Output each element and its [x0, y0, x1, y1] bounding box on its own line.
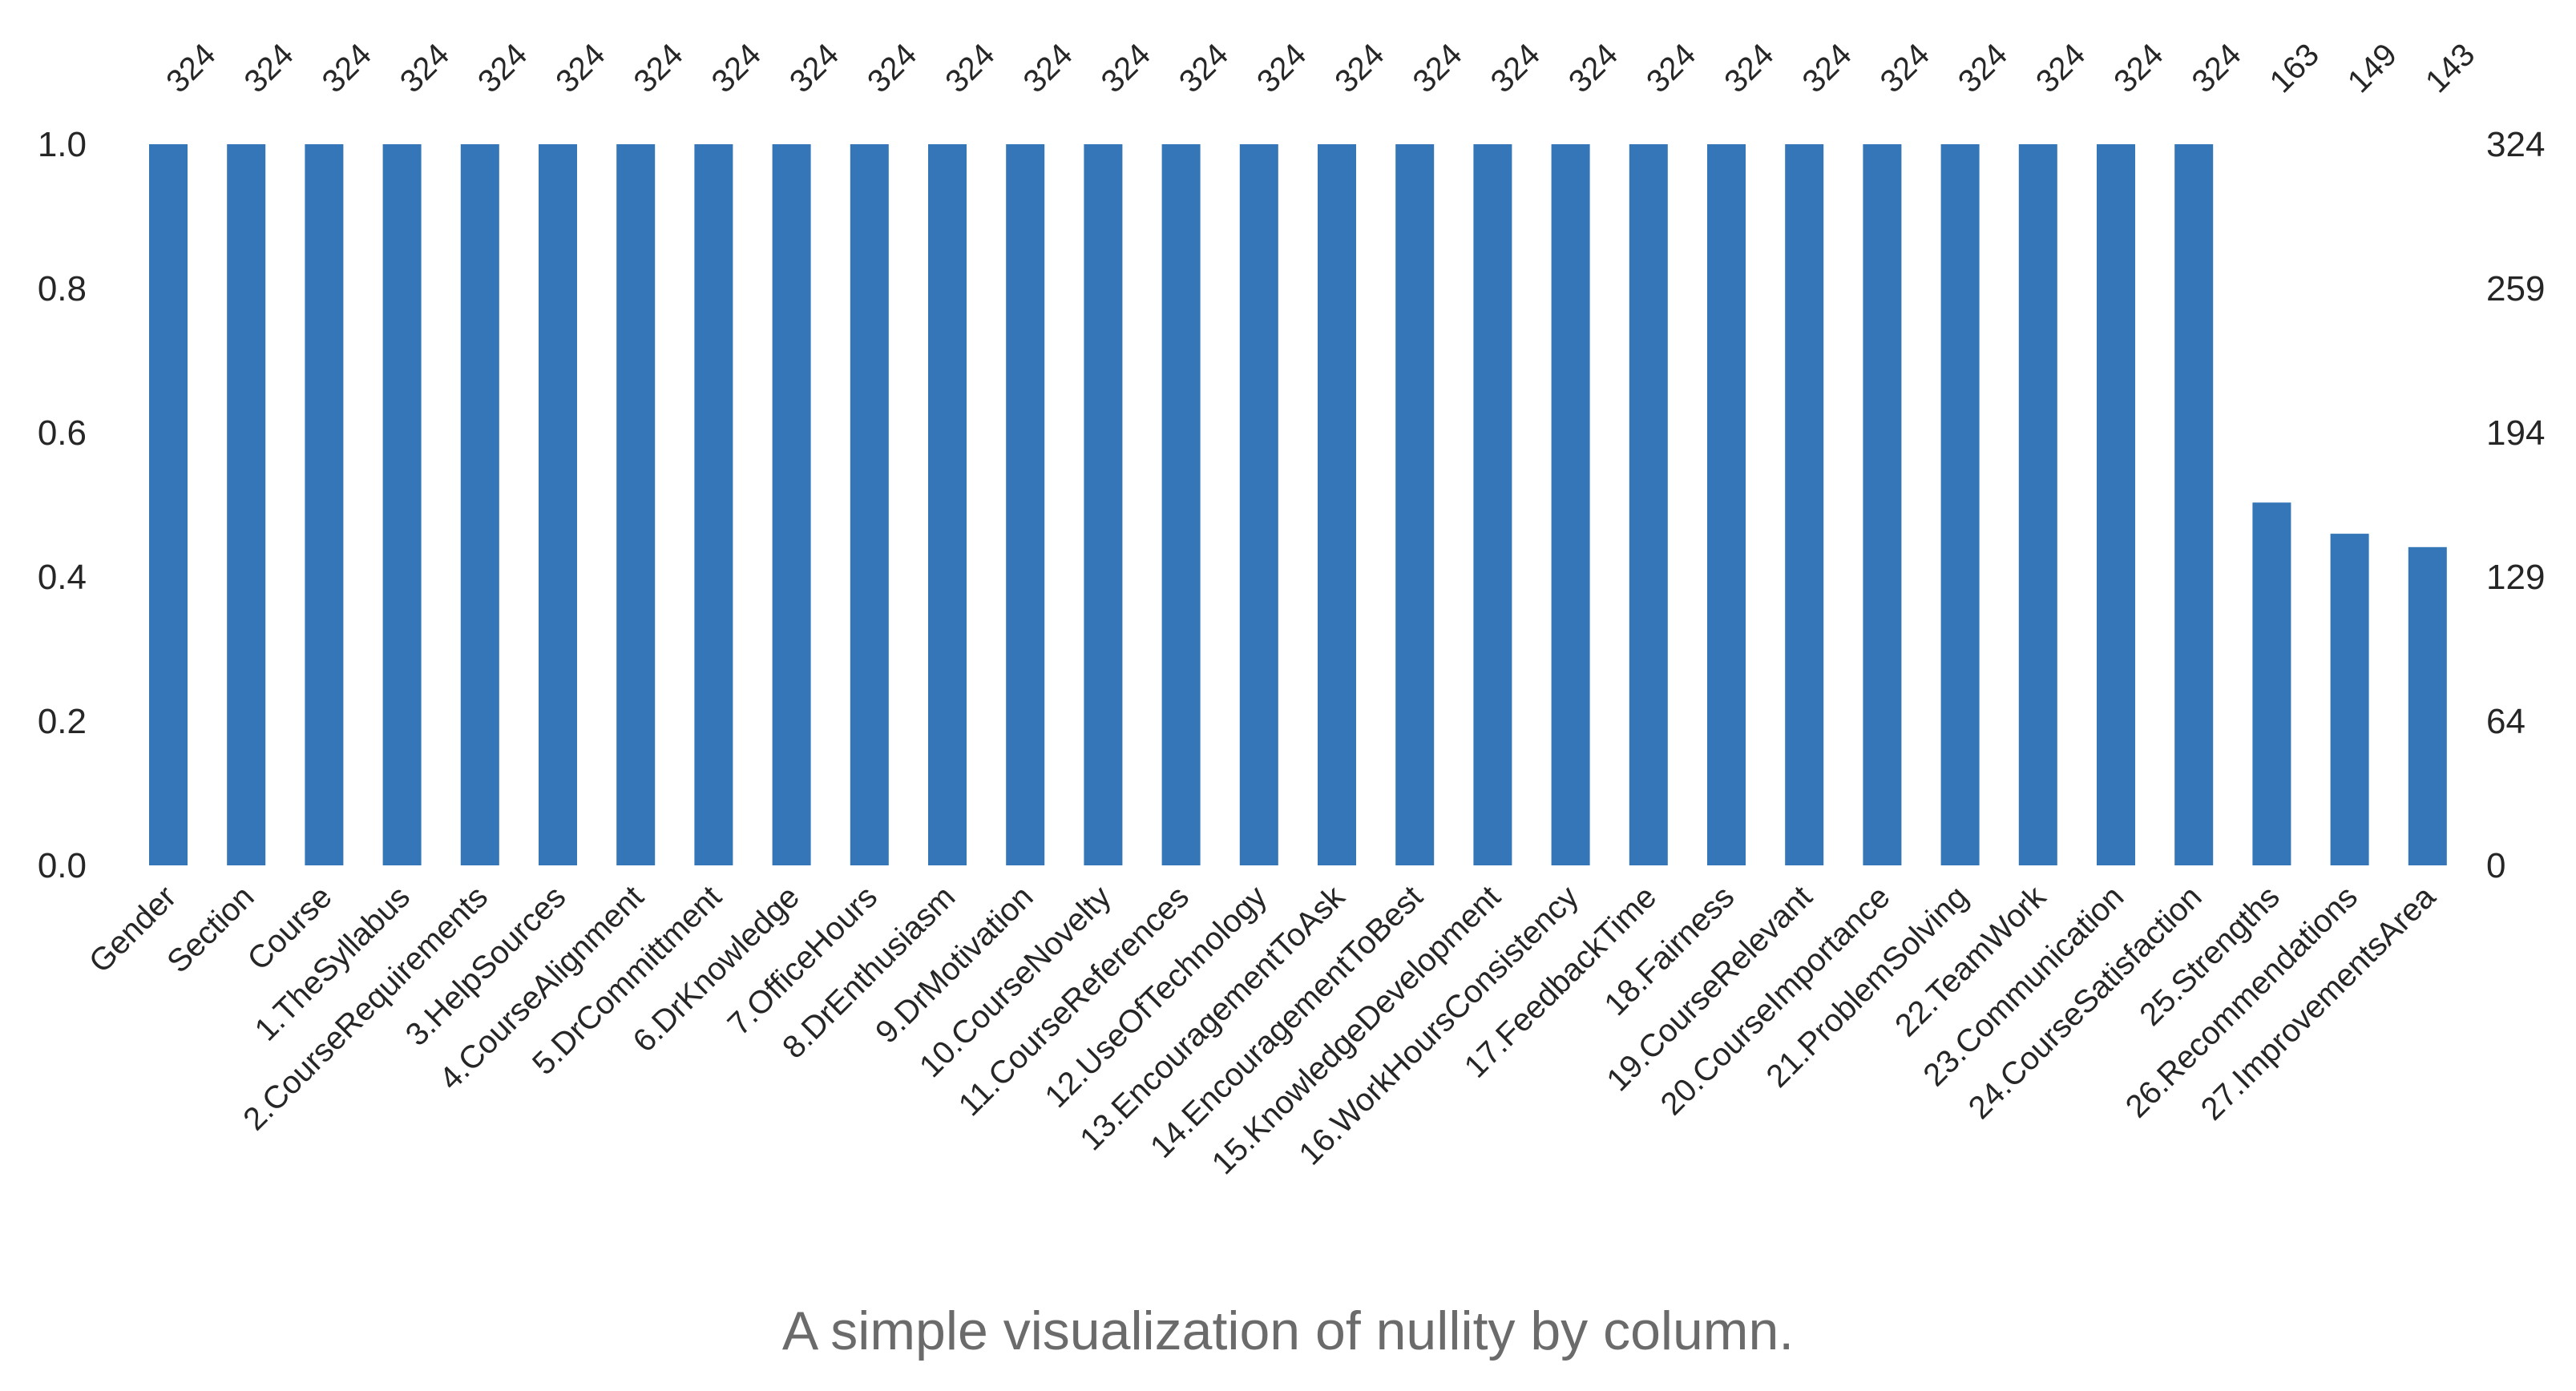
category-label-1: Gender	[83, 879, 183, 979]
right-tick-label: 64	[2486, 702, 2526, 741]
count-label-30: 143	[2419, 37, 2481, 99]
bar-11	[928, 144, 967, 865]
category-labels: GenderSectionCourse1.TheSyllabus2.Course…	[83, 879, 2443, 1182]
count-label-6: 324	[549, 37, 612, 99]
bar-13	[1084, 144, 1123, 865]
left-tick-label: 1.0	[38, 125, 87, 164]
count-label-8: 324	[705, 37, 768, 99]
category-label-2: Section	[160, 879, 260, 979]
right-tick-label: 129	[2486, 558, 2545, 597]
count-label-5: 324	[471, 37, 534, 99]
bar-1	[149, 144, 188, 865]
bar-20	[1629, 144, 1668, 865]
count-label-24: 324	[1952, 37, 2014, 99]
right-tick-label: 259	[2486, 269, 2545, 308]
count-label-15: 324	[1250, 37, 1313, 99]
bar-27	[2174, 144, 2214, 865]
count-label-12: 324	[1016, 37, 1079, 99]
count-label-29: 149	[2341, 37, 2404, 99]
bar-18	[1473, 144, 1512, 865]
count-label-18: 324	[1484, 37, 1547, 99]
bars	[149, 144, 2447, 865]
count-label-2: 324	[237, 37, 300, 99]
bar-5	[460, 144, 499, 865]
bar-21	[1707, 144, 1746, 865]
bar-7	[616, 144, 656, 865]
bar-19	[1551, 144, 1590, 865]
count-label-10: 324	[861, 37, 923, 99]
right-axis: 0 64 129 194 259 324	[2486, 125, 2545, 885]
count-label-4: 324	[394, 37, 456, 99]
count-label-25: 324	[2029, 37, 2092, 99]
count-label-22: 324	[1795, 37, 1858, 99]
bar-4	[382, 144, 422, 865]
bar-8	[694, 144, 733, 865]
count-labels: 324 324 324 324 324 324 324 324 324 324 324 324 324 3…	[159, 37, 2481, 99]
count-label-9: 324	[783, 37, 846, 99]
count-label-19: 324	[1562, 37, 1625, 99]
bar-10	[850, 144, 889, 865]
bar-2	[227, 144, 266, 865]
left-tick-label: 0.0	[38, 846, 87, 885]
count-label-1: 324	[159, 37, 222, 99]
count-label-16: 324	[1328, 37, 1391, 99]
count-label-17: 324	[1406, 37, 1468, 99]
left-tick-label: 0.2	[38, 702, 87, 741]
count-label-21: 324	[1718, 37, 1780, 99]
figure-caption: A simple visualization of nullity by col…	[781, 1300, 1795, 1361]
right-tick-label: 194	[2486, 413, 2545, 453]
count-label-26: 324	[2107, 37, 2170, 99]
left-tick-label: 0.6	[38, 413, 87, 453]
count-label-11: 324	[939, 37, 1001, 99]
bar-26	[2097, 144, 2135, 865]
bar-17	[1395, 144, 1435, 865]
right-tick-label: 324	[2486, 125, 2545, 164]
bar-9	[772, 144, 811, 865]
count-label-3: 324	[316, 37, 378, 99]
bar-15	[1239, 144, 1278, 865]
bar-16	[1318, 144, 1356, 865]
count-label-27: 324	[2185, 37, 2247, 99]
count-label-28: 163	[2263, 37, 2326, 99]
count-label-23: 324	[1874, 37, 1936, 99]
count-label-20: 324	[1640, 37, 1702, 99]
bar-25	[2018, 144, 2057, 865]
bar-29	[2330, 534, 2369, 865]
left-tick-label: 0.8	[38, 269, 87, 308]
bar-3	[305, 144, 344, 865]
count-label-13: 324	[1095, 37, 1157, 99]
bar-24	[1940, 144, 1980, 865]
bar-14	[1161, 144, 1201, 865]
left-axis: 0.0 0.2 0.4 0.6 0.8 1.0	[38, 125, 87, 885]
bar-12	[1006, 144, 1045, 865]
right-tick-label: 0	[2486, 846, 2505, 885]
bar-6	[539, 144, 577, 865]
bar-30	[2408, 546, 2447, 865]
count-label-14: 324	[1173, 37, 1235, 99]
bar-22	[1785, 144, 1824, 865]
count-label-7: 324	[627, 37, 689, 99]
bar-28	[2252, 502, 2291, 865]
left-tick-label: 0.4	[38, 558, 87, 597]
bar-23	[1863, 144, 1902, 865]
